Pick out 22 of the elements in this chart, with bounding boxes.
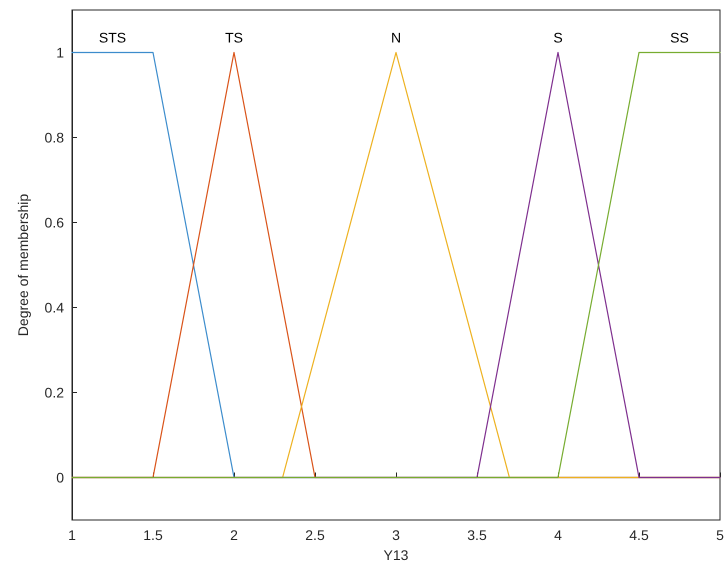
x-tick-label: 2.5 xyxy=(305,527,325,543)
y-tick-label: 0 xyxy=(56,470,64,486)
y-axis-title: Degree of membership xyxy=(15,194,31,336)
series-label: N xyxy=(390,30,402,46)
x-axis-title: Y13 xyxy=(384,547,409,563)
x-tick-label: 1.5 xyxy=(143,527,163,543)
x-tick-label: 5 xyxy=(716,527,724,543)
x-tick-label: 1 xyxy=(68,527,76,543)
x-tick-label: 2 xyxy=(230,527,238,543)
x-tick-label: 4.5 xyxy=(629,527,649,543)
x-tick-label: 3 xyxy=(392,527,400,543)
x-tick-label: 4 xyxy=(554,527,562,543)
x-tick-label: 3.5 xyxy=(467,527,487,543)
series-label: TS xyxy=(225,30,243,46)
series-label: SS xyxy=(670,30,689,46)
y-tick-label: 1 xyxy=(56,44,64,60)
series-label: STS xyxy=(98,30,126,46)
y-tick-label: 0.2 xyxy=(44,384,64,400)
y-tick-label: 0.6 xyxy=(44,214,64,230)
y-tick-label: 0.8 xyxy=(44,130,64,146)
y-tick-label: 0.4 xyxy=(44,300,64,316)
series-label: S xyxy=(553,30,563,46)
